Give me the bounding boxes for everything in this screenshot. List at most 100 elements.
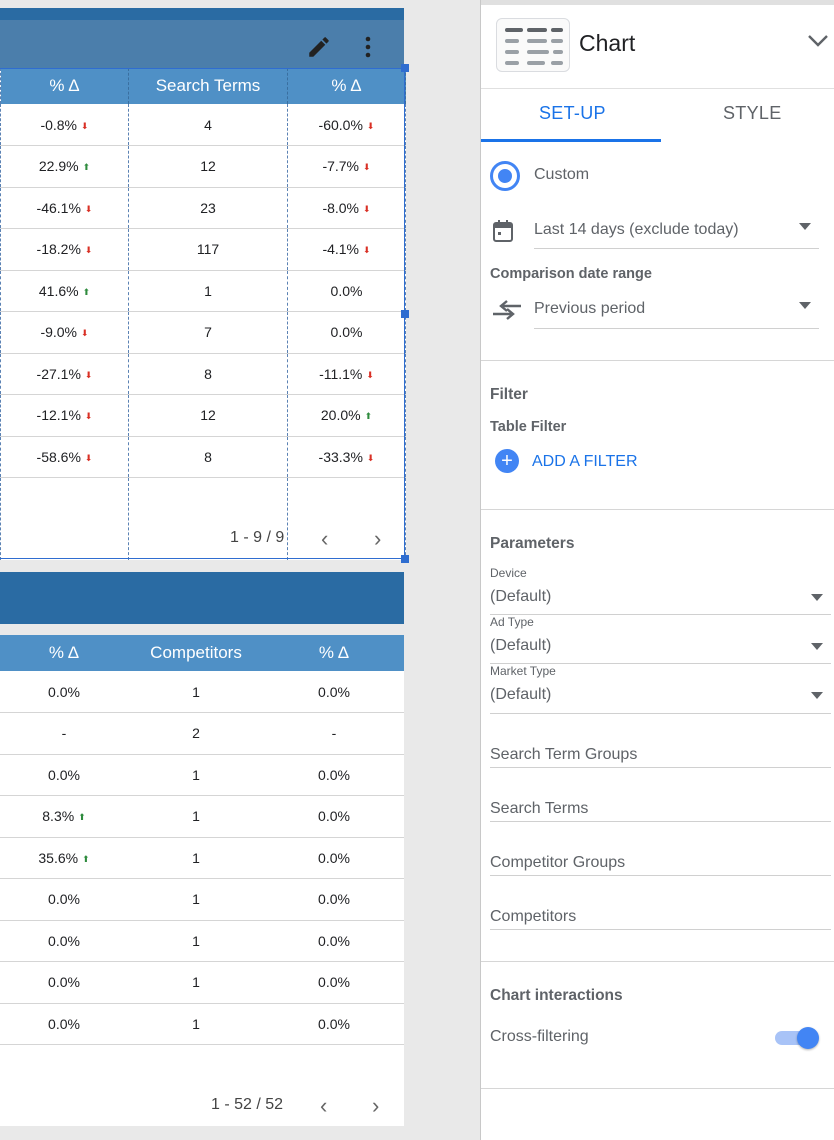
dropdown-arrow-icon[interactable] <box>811 594 823 601</box>
arrow-down-icon: ⬇ <box>366 120 375 131</box>
table-cell: 0.0% <box>287 270 406 312</box>
column-header[interactable]: % Δ <box>0 635 128 671</box>
table-cell: 0.0% <box>0 754 128 796</box>
resize-handle[interactable] <box>401 555 409 563</box>
pencil-icon[interactable] <box>306 34 332 65</box>
table-row[interactable]: -0.8% ⬇ 4 -60.0% ⬇ <box>0 104 406 146</box>
cell-value: 0.0% <box>318 849 350 866</box>
cell-value: -27.1% <box>36 365 81 382</box>
cell-value: 4 <box>204 116 212 133</box>
tab-setup[interactable]: SET-UP <box>539 103 606 123</box>
cell-value: 7 <box>204 324 212 341</box>
table-row[interactable]: 0.0% 1 0.0% <box>0 961 404 1004</box>
table-cell: -0.8% ⬇ <box>0 104 129 146</box>
table-row[interactable]: - 2 - <box>0 712 404 755</box>
chevron-right-icon[interactable]: › <box>374 526 382 551</box>
ad-type-select[interactable]: (Default) <box>490 637 552 654</box>
cell-value: 0.0% <box>330 324 363 341</box>
calendar-icon <box>492 219 514 248</box>
cell-value: - <box>331 725 337 742</box>
search-term-groups-field[interactable]: Search Term Groups <box>490 746 638 763</box>
table-row[interactable]: 0.0% 1 0.0% <box>0 671 404 713</box>
table-row[interactable]: 0.0% 1 0.0% <box>0 1003 404 1045</box>
table-cell: 1 <box>128 837 264 879</box>
cell-value: 8.3% <box>42 808 75 825</box>
more-vert-icon[interactable] <box>358 34 378 65</box>
field-underline <box>490 821 831 822</box>
column-header[interactable]: % Δ <box>264 635 404 671</box>
cell-value: 0.0% <box>330 282 363 299</box>
cell-value: -11.1% <box>319 365 363 382</box>
table-cell: -46.1% ⬇ <box>0 187 129 229</box>
table-header-row: % Δ Search Terms % Δ <box>0 68 406 104</box>
table-cell: 12 <box>128 145 288 188</box>
chart-type-icon[interactable] <box>496 18 570 72</box>
search-terms-field[interactable]: Search Terms <box>490 800 589 817</box>
device-select[interactable]: (Default) <box>490 588 552 605</box>
toggle-knob[interactable] <box>797 1027 819 1049</box>
dropdown-arrow-icon[interactable] <box>811 692 823 699</box>
field-underline <box>490 875 831 876</box>
chevron-down-icon[interactable] <box>807 34 829 53</box>
add-circle-icon[interactable]: + <box>495 449 519 473</box>
cell-value: -12.1% <box>36 407 81 424</box>
column-header[interactable]: % Δ <box>0 68 129 104</box>
custom-radio[interactable] <box>490 161 520 191</box>
cell-value: -33.3% <box>318 448 363 465</box>
table-cell: 0.0% <box>264 671 404 713</box>
table-row[interactable]: -46.1% ⬇ 23 -8.0% ⬇ <box>0 187 406 229</box>
table-row[interactable]: -9.0% ⬇ 7 0.0% <box>0 311 406 354</box>
cell-value: 23 <box>200 199 216 216</box>
cell-value: -7.7% <box>322 158 360 175</box>
comparison-select[interactable]: Previous period <box>534 300 646 317</box>
cell-value: -60.0% <box>318 116 363 133</box>
table-row[interactable]: 22.9% ⬆ 12 -7.7% ⬇ <box>0 145 406 188</box>
table-row[interactable]: -18.2% ⬇ 117 -4.1% ⬇ <box>0 228 406 271</box>
table-row[interactable]: -12.1% ⬇ 12 20.0% ⬆ <box>0 394 406 437</box>
table-cell: 0.0% <box>264 1003 404 1045</box>
panel-title: Chart <box>579 30 636 56</box>
date-range-select[interactable]: Last 14 days (exclude today) <box>534 221 739 238</box>
cell-value: 1 <box>192 766 200 783</box>
add-filter-button[interactable]: ADD A FILTER <box>532 453 638 470</box>
cell-value: 1 <box>192 891 200 908</box>
resize-handle[interactable] <box>401 310 409 318</box>
table-cell: 1 <box>128 961 264 1004</box>
table-row[interactable]: -27.1% ⬇ 8 -11.1% ⬇ <box>0 353 406 395</box>
dropdown-arrow-icon[interactable] <box>811 643 823 650</box>
tab-style[interactable]: STYLE <box>723 103 782 123</box>
arrow-down-icon: ⬇ <box>81 120 89 131</box>
cell-value: -9.0% <box>40 324 78 341</box>
arrow-down-icon: ⬇ <box>84 452 93 463</box>
field-underline <box>534 248 819 249</box>
table-cell <box>0 477 129 560</box>
chevron-right-icon[interactable]: › <box>372 1093 380 1118</box>
table-row[interactable]: -58.6% ⬇ 8 -33.3% ⬇ <box>0 436 406 478</box>
chevron-left-icon[interactable]: ‹ <box>321 526 329 551</box>
cell-value: 0.0% <box>318 766 350 783</box>
arrow-down-icon: ⬇ <box>84 245 93 256</box>
field-underline <box>490 713 831 714</box>
chevron-left-icon[interactable]: ‹ <box>320 1093 328 1118</box>
table-cell: 0.0% <box>0 671 128 713</box>
column-header[interactable]: Search Terms <box>128 68 288 104</box>
table-row[interactable]: 0.0% 1 0.0% <box>0 754 404 796</box>
table-row[interactable]: 35.6% ⬆ 1 0.0% <box>0 837 404 879</box>
ad-type-label: Ad Type <box>490 615 534 629</box>
competitor-groups-field[interactable]: Competitor Groups <box>490 854 626 871</box>
table-row[interactable]: 0.0% 1 0.0% <box>0 878 404 921</box>
column-header[interactable]: Competitors <box>128 635 264 671</box>
resize-handle[interactable] <box>401 64 409 72</box>
cell-value: 0.0% <box>48 891 80 908</box>
table-header-row: % Δ Competitors % Δ <box>0 635 404 671</box>
active-tab-indicator <box>481 139 661 142</box>
table-row[interactable]: 41.6% ⬆ 1 0.0% <box>0 270 406 312</box>
dropdown-arrow-icon[interactable] <box>799 302 811 309</box>
dropdown-arrow-icon[interactable] <box>799 223 811 230</box>
cell-value: 20.0% <box>320 407 361 424</box>
column-header[interactable]: % Δ <box>287 68 406 104</box>
table-row[interactable]: 0.0% 1 0.0% <box>0 920 404 962</box>
table-row[interactable]: 8.3% ⬆ 1 0.0% <box>0 795 404 838</box>
competitors-field[interactable]: Competitors <box>490 908 577 925</box>
market-type-select[interactable]: (Default) <box>490 686 552 703</box>
